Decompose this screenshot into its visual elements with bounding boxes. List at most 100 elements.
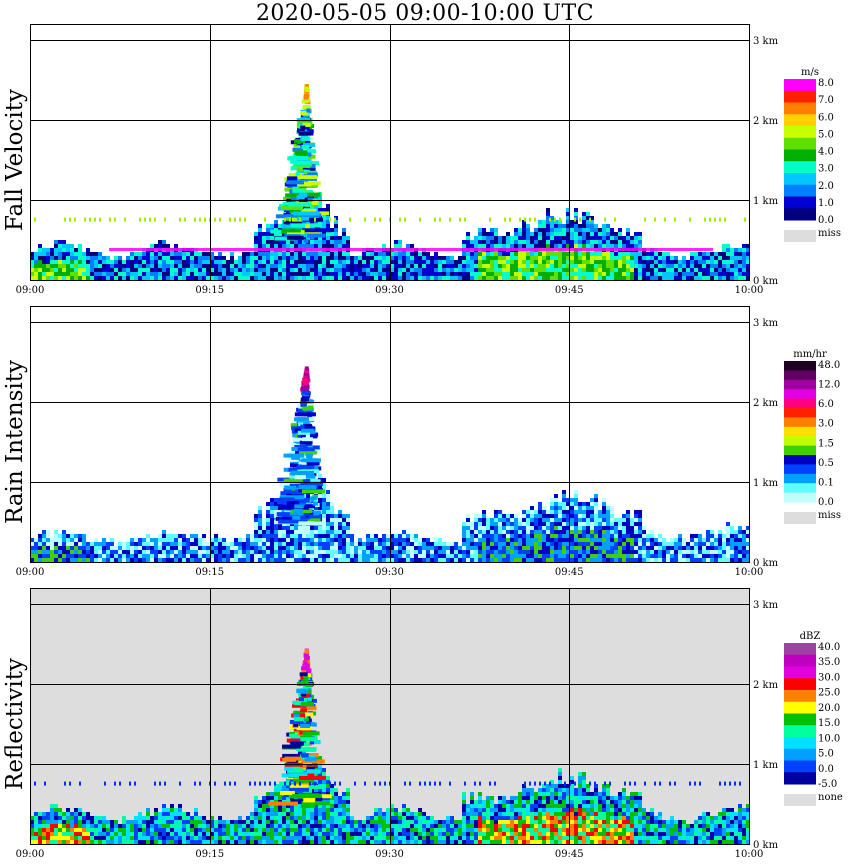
- echo-cell: [578, 514, 582, 518]
- echo-cell: [398, 534, 402, 538]
- echo-cell: [346, 546, 350, 550]
- echo-cell: [106, 836, 110, 840]
- echo-cell: [198, 554, 202, 558]
- echo-cell: [70, 264, 74, 268]
- echo-cell: [490, 264, 494, 268]
- echo-cell: [606, 534, 610, 538]
- echo-cell: [578, 224, 582, 228]
- echo-cell: [498, 534, 502, 538]
- echo-cell: [354, 542, 358, 546]
- echo-cell: [498, 244, 502, 248]
- echo-cell: [166, 252, 170, 256]
- echo-cell: [562, 494, 566, 498]
- echo-cell: [322, 244, 326, 248]
- y-tick-label: 2 km: [753, 398, 779, 409]
- echo-cell: [562, 268, 566, 272]
- echo-cell: [162, 530, 166, 534]
- echo-cell: [90, 260, 94, 264]
- echo-cell: [394, 256, 398, 260]
- echo-cell: [98, 558, 102, 562]
- echo-cell: [498, 514, 502, 518]
- echo-cell: [190, 542, 194, 546]
- echo-cell: [286, 252, 290, 256]
- echo-cell: [446, 554, 450, 558]
- echo-cell: [202, 554, 206, 558]
- echo-cell: [482, 232, 486, 236]
- echo-cell: [666, 268, 670, 272]
- echo-cell: [562, 522, 566, 526]
- echo-cell: [534, 244, 538, 248]
- echo-cell: [350, 542, 354, 546]
- echo-cell: [330, 554, 334, 558]
- echo-cell: [342, 550, 346, 554]
- echo-cell: [162, 832, 166, 836]
- echo-cell: [562, 550, 566, 554]
- echo-cell: [510, 558, 514, 562]
- echo-cell: [110, 264, 114, 268]
- echo-cell: [710, 260, 714, 264]
- echo-cell: [402, 530, 406, 534]
- echo-cell: [642, 268, 646, 272]
- echo-cell: [594, 260, 598, 264]
- echo-cell: [266, 506, 270, 510]
- dot: [489, 217, 491, 222]
- echo-cell: [258, 530, 262, 534]
- echo-cell: [462, 260, 466, 264]
- echo-cell: [390, 534, 394, 538]
- echo-cell: [570, 534, 574, 538]
- echo-cell: [494, 252, 498, 256]
- echo-cell: [434, 260, 438, 264]
- echo-cell: [702, 256, 706, 260]
- echo-cell: [218, 276, 222, 280]
- echo-cell: [506, 256, 510, 260]
- echo-cell: [370, 542, 374, 546]
- echo-cell: [726, 522, 730, 526]
- echo-cell: [62, 252, 66, 256]
- echo-cell: [658, 268, 662, 272]
- echo-cell: [522, 260, 526, 264]
- echo-cell: [410, 550, 414, 554]
- echo-cell: [118, 260, 122, 264]
- echo-cell: [386, 276, 390, 280]
- echo-cell: [362, 550, 366, 554]
- echo-cell: [34, 256, 38, 260]
- echo-cell: [494, 518, 498, 522]
- echo-cell: [78, 542, 82, 546]
- echo-cell: [70, 248, 74, 252]
- echo-cell: [514, 244, 518, 248]
- echo-cell: [742, 538, 746, 542]
- echo-cell: [294, 824, 298, 828]
- echo-cell: [458, 260, 462, 264]
- echo-cell: [146, 252, 150, 256]
- echo-cell: [578, 526, 582, 530]
- echo-cell: [342, 526, 346, 530]
- echo-cell: [114, 836, 118, 840]
- colorbar-swatch: [784, 196, 816, 209]
- echo-cell: [302, 824, 306, 828]
- echo-cell: [582, 546, 586, 550]
- echo-cell: [178, 264, 182, 268]
- plume-cell: [291, 165, 297, 170]
- echo-cell: [166, 264, 170, 268]
- plume-cell: [310, 496, 317, 501]
- echo-cell: [426, 276, 430, 280]
- echo-cell: [162, 256, 166, 260]
- echo-cell: [66, 820, 70, 824]
- echo-cell: [478, 260, 482, 264]
- echo-cell: [362, 272, 366, 276]
- echo-cell: [514, 542, 518, 546]
- echo-cell: [402, 264, 406, 268]
- echo-cell: [326, 542, 330, 546]
- echo-cell: [502, 260, 506, 264]
- echo-cell: [602, 558, 606, 562]
- echo-cell: [82, 816, 86, 820]
- echo-cell: [454, 558, 458, 562]
- echo-cell: [86, 546, 90, 550]
- echo-cell: [562, 558, 566, 562]
- echo-cell: [58, 542, 62, 546]
- echo-cell: [154, 260, 158, 264]
- echo-cell: [274, 502, 278, 506]
- echo-cell: [614, 534, 618, 538]
- echo-cell: [690, 276, 694, 280]
- echo-cell: [322, 554, 326, 558]
